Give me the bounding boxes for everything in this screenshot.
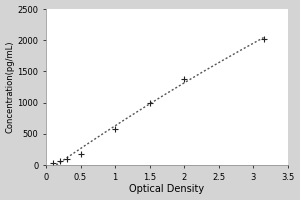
Y-axis label: Concentration(pg/mL): Concentration(pg/mL) bbox=[6, 41, 15, 133]
X-axis label: Optical Density: Optical Density bbox=[129, 184, 205, 194]
